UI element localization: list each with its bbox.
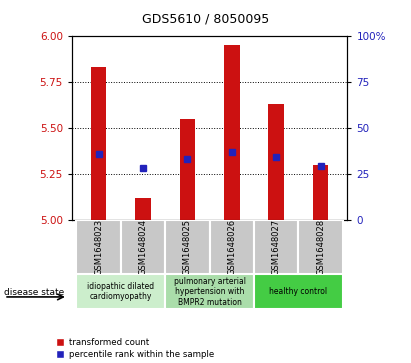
Text: GSM1648028: GSM1648028 xyxy=(316,219,325,275)
Text: GSM1648023: GSM1648023 xyxy=(94,219,103,275)
Bar xyxy=(76,274,165,309)
Bar xyxy=(254,274,343,309)
Text: GSM1648024: GSM1648024 xyxy=(139,219,148,275)
Bar xyxy=(313,165,328,220)
Text: idiopathic dilated
cardiomyopathy: idiopathic dilated cardiomyopathy xyxy=(87,282,155,301)
Bar xyxy=(121,220,165,274)
Legend: transformed count, percentile rank within the sample: transformed count, percentile rank withi… xyxy=(58,338,214,359)
Bar xyxy=(268,104,284,220)
Bar xyxy=(165,220,210,274)
Text: GSM1648025: GSM1648025 xyxy=(183,219,192,275)
Bar xyxy=(180,119,195,220)
Text: GSM1648026: GSM1648026 xyxy=(227,219,236,275)
Bar xyxy=(298,220,343,274)
Text: healthy control: healthy control xyxy=(269,287,328,296)
Bar xyxy=(165,274,254,309)
Bar xyxy=(91,68,106,220)
Text: GSM1648027: GSM1648027 xyxy=(272,219,281,275)
Bar xyxy=(210,220,254,274)
Text: pulmonary arterial
hypertension with
BMPR2 mutation: pulmonary arterial hypertension with BMP… xyxy=(173,277,246,307)
Bar xyxy=(224,45,240,220)
Bar xyxy=(76,220,121,274)
Bar xyxy=(135,197,151,220)
Text: disease state: disease state xyxy=(4,289,65,297)
Text: GDS5610 / 8050095: GDS5610 / 8050095 xyxy=(142,13,269,26)
Bar xyxy=(254,220,298,274)
